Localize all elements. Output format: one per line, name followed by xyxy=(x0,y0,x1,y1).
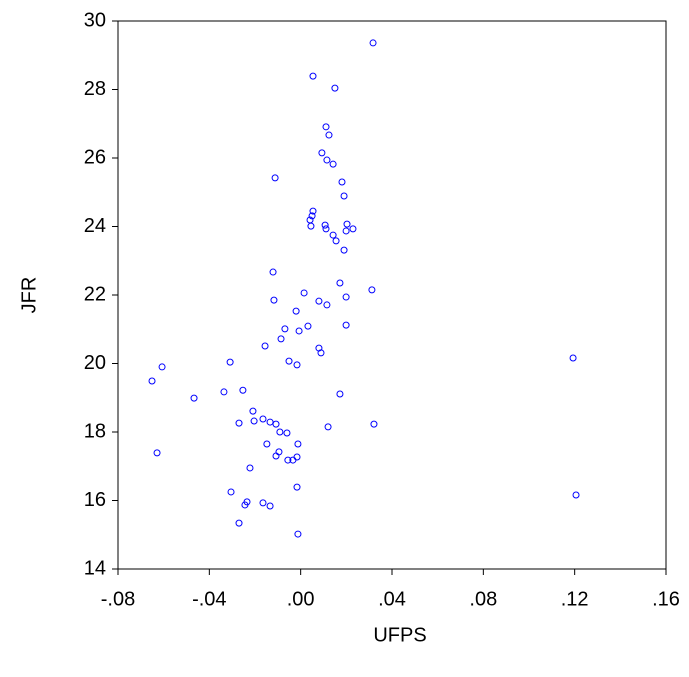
point xyxy=(329,160,337,168)
point xyxy=(304,322,312,330)
point xyxy=(153,449,161,457)
x-tick-label: .08 xyxy=(469,588,497,610)
point xyxy=(349,225,357,233)
y-tick-label: 20 xyxy=(84,352,106,374)
point xyxy=(294,440,302,448)
point xyxy=(283,429,291,437)
point xyxy=(318,149,326,157)
point xyxy=(307,222,315,230)
point xyxy=(322,123,330,131)
point xyxy=(317,349,325,357)
point xyxy=(289,456,297,464)
point xyxy=(332,237,340,245)
point xyxy=(340,246,348,254)
point xyxy=(322,225,330,233)
y-tick-label: 28 xyxy=(84,78,106,100)
point xyxy=(158,363,166,371)
point xyxy=(324,423,332,431)
point xyxy=(241,501,249,509)
point xyxy=(331,84,339,92)
point xyxy=(220,388,228,396)
point xyxy=(270,296,278,304)
x-axis-label: UFPS xyxy=(373,624,426,646)
point xyxy=(368,286,376,294)
point xyxy=(239,386,247,394)
point xyxy=(329,231,337,239)
point xyxy=(281,325,289,333)
point xyxy=(272,452,280,460)
y-tick-label: 26 xyxy=(84,146,106,168)
point xyxy=(284,456,292,464)
point xyxy=(340,192,348,200)
y-tick-label: 22 xyxy=(84,283,106,305)
x-tick-label: .16 xyxy=(652,588,680,610)
point xyxy=(269,268,277,276)
point xyxy=(293,361,301,369)
point xyxy=(295,327,303,335)
y-tick-label: 16 xyxy=(84,489,106,511)
y-axis-label: JFR xyxy=(18,277,40,314)
point xyxy=(308,212,316,220)
point xyxy=(271,174,279,182)
point xyxy=(325,131,333,139)
y-tick-label: 30 xyxy=(84,9,106,31)
point xyxy=(246,464,254,472)
point xyxy=(261,342,269,350)
point xyxy=(569,354,577,362)
point xyxy=(266,418,274,426)
point xyxy=(342,293,350,301)
point xyxy=(266,502,274,510)
point xyxy=(315,297,323,305)
point xyxy=(342,227,350,235)
point xyxy=(285,357,293,365)
point xyxy=(343,220,351,228)
y-tick-label: 24 xyxy=(84,215,106,237)
point xyxy=(369,39,377,47)
point xyxy=(336,390,344,398)
point xyxy=(275,448,283,456)
y-tick-label: 18 xyxy=(84,420,106,442)
point xyxy=(323,156,331,164)
point xyxy=(294,530,302,538)
point xyxy=(272,420,280,428)
plot-frame xyxy=(117,20,667,570)
point xyxy=(190,394,198,402)
point xyxy=(292,307,300,315)
point xyxy=(235,419,243,427)
y-tick-label: 14 xyxy=(84,557,106,579)
x-tick-label: -.08 xyxy=(101,588,135,610)
point xyxy=(249,407,257,415)
x-tick-label: .04 xyxy=(378,588,406,610)
point xyxy=(370,420,378,428)
point xyxy=(336,279,344,287)
point xyxy=(227,488,235,496)
point xyxy=(321,221,329,229)
x-tick-label: .12 xyxy=(561,588,589,610)
point xyxy=(300,289,308,297)
x-tick-label: -.04 xyxy=(192,588,226,610)
point xyxy=(259,415,267,423)
point xyxy=(342,321,350,329)
point xyxy=(309,72,317,80)
point xyxy=(148,377,156,385)
x-tick-label: .00 xyxy=(287,588,315,610)
point xyxy=(293,453,301,461)
point xyxy=(235,519,243,527)
point xyxy=(259,499,267,507)
point xyxy=(263,440,271,448)
point xyxy=(338,178,346,186)
point xyxy=(293,483,301,491)
point xyxy=(309,207,317,215)
point xyxy=(250,417,258,425)
point xyxy=(572,491,580,499)
point xyxy=(276,428,284,436)
point xyxy=(277,335,285,343)
point xyxy=(323,301,331,309)
point xyxy=(226,358,234,366)
